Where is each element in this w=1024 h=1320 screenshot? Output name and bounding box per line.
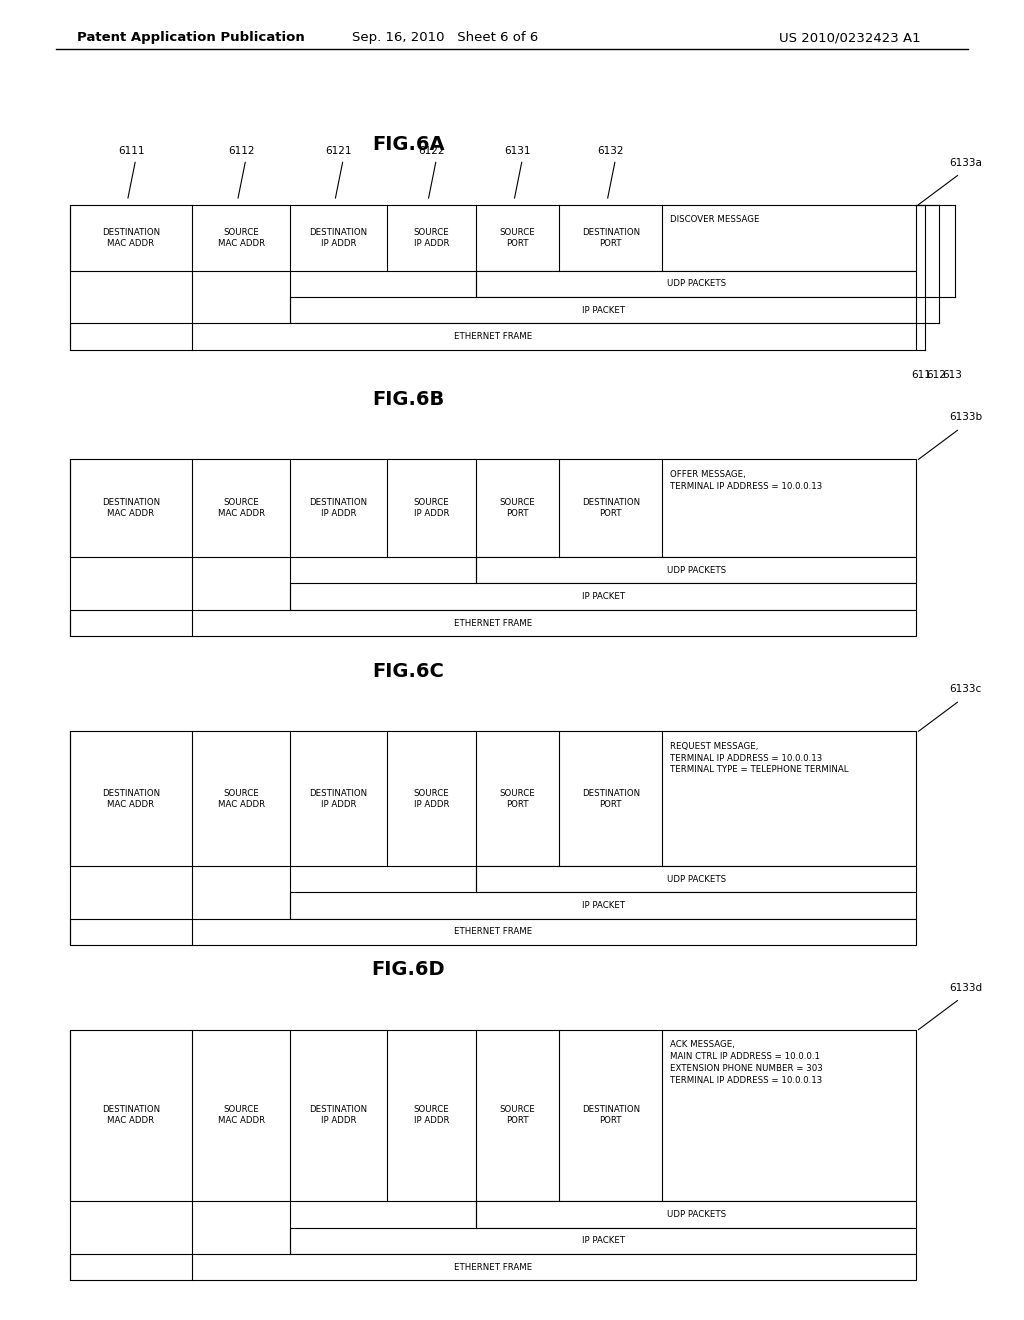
Text: IP PACKET: IP PACKET: [582, 902, 625, 909]
Text: SOURCE
IP ADDR: SOURCE IP ADDR: [414, 1105, 450, 1126]
Bar: [70, 205, 916, 271]
Text: UDP PACKETS: UDP PACKETS: [667, 1210, 726, 1218]
Bar: [476, 866, 916, 892]
Text: ETHERNET FRAME: ETHERNET FRAME: [454, 928, 532, 936]
Text: ACK MESSAGE,
MAIN CTRL IP ADDRESS = 10.0.0.1
EXTENSION PHONE NUMBER = 303
TERMIN: ACK MESSAGE, MAIN CTRL IP ADDRESS = 10.0…: [670, 1040, 822, 1085]
Text: 6112: 6112: [228, 145, 254, 156]
Text: DESTINATION
MAC ADDR: DESTINATION MAC ADDR: [102, 788, 160, 809]
Text: DESTINATION
IP ADDR: DESTINATION IP ADDR: [309, 1105, 368, 1126]
Text: Sep. 16, 2010   Sheet 6 of 6: Sep. 16, 2010 Sheet 6 of 6: [352, 32, 539, 44]
Text: SOURCE
MAC ADDR: SOURCE MAC ADDR: [217, 498, 264, 519]
Text: SOURCE
IP ADDR: SOURCE IP ADDR: [414, 498, 450, 519]
Text: 611: 611: [911, 370, 932, 380]
Text: 6133d: 6133d: [949, 982, 982, 993]
Bar: [290, 892, 916, 919]
Text: OFFER MESSAGE,
TERMINAL IP ADDRESS = 10.0.0.13: OFFER MESSAGE, TERMINAL IP ADDRESS = 10.…: [670, 470, 822, 491]
Text: 612: 612: [926, 370, 946, 380]
Text: DISCOVER MESSAGE: DISCOVER MESSAGE: [670, 215, 759, 224]
Bar: [70, 610, 916, 636]
Text: SOURCE
PORT: SOURCE PORT: [500, 788, 536, 809]
Text: DESTINATION
PORT: DESTINATION PORT: [582, 1105, 640, 1126]
Text: DESTINATION
PORT: DESTINATION PORT: [582, 227, 640, 248]
Text: 6133c: 6133c: [949, 684, 982, 694]
Text: SOURCE
PORT: SOURCE PORT: [500, 498, 536, 519]
Text: UDP PACKETS: UDP PACKETS: [667, 566, 726, 574]
Text: DESTINATION
MAC ADDR: DESTINATION MAC ADDR: [102, 1105, 160, 1126]
Bar: [290, 1228, 916, 1254]
Text: FIG.6A: FIG.6A: [372, 136, 444, 154]
Text: SOURCE
PORT: SOURCE PORT: [500, 227, 536, 248]
Text: IP PACKET: IP PACKET: [582, 306, 625, 314]
Text: 613: 613: [942, 370, 963, 380]
Bar: [290, 297, 916, 323]
Bar: [70, 1030, 916, 1201]
Text: ETHERNET FRAME: ETHERNET FRAME: [454, 619, 532, 627]
Text: FIG.6C: FIG.6C: [373, 663, 444, 681]
Text: 6122: 6122: [419, 145, 444, 156]
Text: SOURCE
IP ADDR: SOURCE IP ADDR: [414, 227, 450, 248]
Text: DESTINATION
IP ADDR: DESTINATION IP ADDR: [309, 227, 368, 248]
Text: DESTINATION
PORT: DESTINATION PORT: [582, 788, 640, 809]
Text: DESTINATION
MAC ADDR: DESTINATION MAC ADDR: [102, 227, 160, 248]
Text: FIG.6B: FIG.6B: [373, 391, 444, 409]
Text: 6121: 6121: [326, 145, 352, 156]
Bar: [70, 459, 916, 557]
Text: DESTINATION
IP ADDR: DESTINATION IP ADDR: [309, 788, 368, 809]
Text: IP PACKET: IP PACKET: [582, 1237, 625, 1245]
Text: ETHERNET FRAME: ETHERNET FRAME: [454, 333, 532, 341]
Text: 6131: 6131: [505, 145, 530, 156]
Text: SOURCE
IP ADDR: SOURCE IP ADDR: [414, 788, 450, 809]
Text: SOURCE
PORT: SOURCE PORT: [500, 1105, 536, 1126]
Text: UDP PACKETS: UDP PACKETS: [667, 280, 726, 288]
Bar: [290, 583, 916, 610]
Text: 6111: 6111: [118, 145, 144, 156]
Text: SOURCE
MAC ADDR: SOURCE MAC ADDR: [217, 788, 264, 809]
Text: 6133a: 6133a: [949, 157, 982, 168]
Text: DESTINATION
MAC ADDR: DESTINATION MAC ADDR: [102, 498, 160, 519]
Bar: [476, 1201, 916, 1228]
Bar: [476, 557, 916, 583]
Text: SOURCE
MAC ADDR: SOURCE MAC ADDR: [217, 1105, 264, 1126]
Text: DESTINATION
IP ADDR: DESTINATION IP ADDR: [309, 498, 368, 519]
Text: UDP PACKETS: UDP PACKETS: [667, 875, 726, 883]
Text: ETHERNET FRAME: ETHERNET FRAME: [454, 1263, 532, 1271]
Text: FIG.6D: FIG.6D: [372, 961, 445, 979]
Text: IP PACKET: IP PACKET: [582, 593, 625, 601]
Bar: [70, 323, 916, 350]
Bar: [70, 1254, 916, 1280]
Text: Patent Application Publication: Patent Application Publication: [77, 32, 304, 44]
Bar: [476, 271, 916, 297]
Text: 6133b: 6133b: [949, 412, 982, 422]
Bar: [70, 731, 916, 866]
Text: US 2010/0232423 A1: US 2010/0232423 A1: [779, 32, 921, 44]
Text: SOURCE
MAC ADDR: SOURCE MAC ADDR: [217, 227, 264, 248]
Text: 6132: 6132: [598, 145, 624, 156]
Bar: [70, 919, 916, 945]
Text: REQUEST MESSAGE,
TERMINAL IP ADDRESS = 10.0.0.13
TERMINAL TYPE = TELEPHONE TERMI: REQUEST MESSAGE, TERMINAL IP ADDRESS = 1…: [670, 742, 848, 775]
Text: DESTINATION
PORT: DESTINATION PORT: [582, 498, 640, 519]
